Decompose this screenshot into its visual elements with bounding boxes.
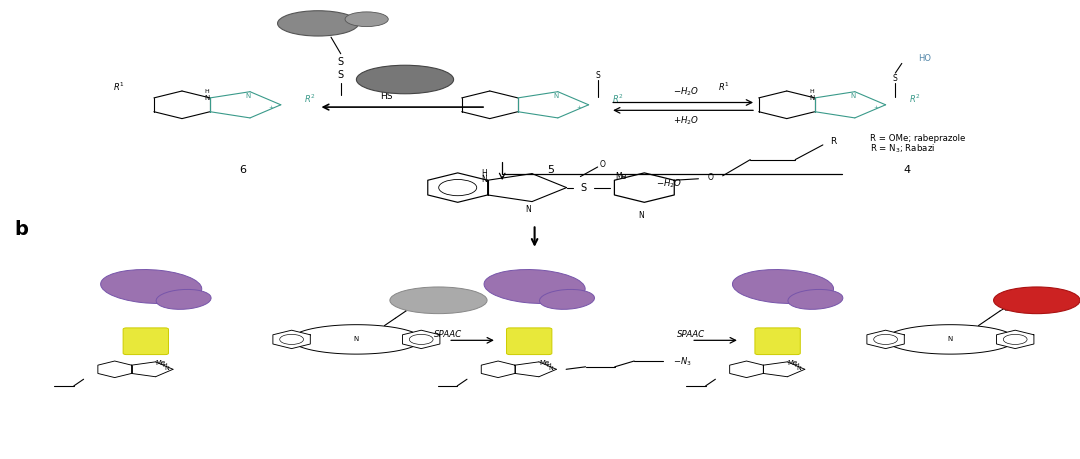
Text: N: N <box>354 335 359 341</box>
Text: O: O <box>410 305 415 312</box>
Text: 6: 6 <box>240 165 246 175</box>
Text: $-H_2O$: $-H_2O$ <box>657 177 683 190</box>
Text: +: + <box>874 105 878 110</box>
Text: 5: 5 <box>548 165 554 175</box>
Text: H: H <box>163 362 167 367</box>
Text: O: O <box>707 173 714 182</box>
Text: R = OMe; rabeprazole: R = OMe; rabeprazole <box>869 134 966 142</box>
Text: S: S <box>144 341 148 350</box>
Text: Target: Target <box>767 280 795 290</box>
FancyBboxPatch shape <box>507 328 552 355</box>
FancyBboxPatch shape <box>123 328 168 355</box>
Text: Me: Me <box>539 359 549 366</box>
Text: $-H_2O$: $-H_2O$ <box>673 85 699 98</box>
Text: N: N <box>851 93 855 99</box>
Text: $R^2$: $R^2$ <box>305 93 315 105</box>
Text: Target: Target <box>518 280 546 290</box>
Ellipse shape <box>356 66 454 95</box>
Text: +: + <box>577 105 581 110</box>
Text: S: S <box>775 341 780 350</box>
Text: Me: Me <box>787 359 797 366</box>
Text: S: S <box>775 331 780 341</box>
Text: O: O <box>1004 305 1009 312</box>
Text: H: H <box>546 362 551 367</box>
Ellipse shape <box>484 270 585 304</box>
Text: $R^1$: $R^1$ <box>718 80 729 92</box>
Text: $R^1$: $R^1$ <box>113 80 124 92</box>
Text: $R^2$: $R^2$ <box>612 93 623 105</box>
Text: S: S <box>581 183 586 192</box>
Text: 4: 4 <box>904 165 910 175</box>
Text: R: R <box>831 137 836 146</box>
Ellipse shape <box>540 290 594 310</box>
Text: N: N <box>165 365 170 370</box>
Text: N: N <box>554 93 558 99</box>
Text: S: S <box>338 70 343 80</box>
Text: N: N <box>204 94 210 101</box>
Text: Me: Me <box>615 172 626 181</box>
Text: N: N <box>809 94 814 101</box>
Ellipse shape <box>100 270 202 304</box>
Text: $+H_2O$: $+H_2O$ <box>673 114 699 127</box>
Text: N: N <box>246 93 251 99</box>
Text: S: S <box>338 56 343 67</box>
Ellipse shape <box>390 287 487 314</box>
Text: b: b <box>14 220 28 239</box>
Text: N: N <box>948 335 953 341</box>
Text: H: H <box>482 168 487 177</box>
Ellipse shape <box>346 13 389 28</box>
Text: ATPase: ATPase <box>389 76 421 85</box>
Text: HS: HS <box>380 92 393 101</box>
Text: S: S <box>527 341 531 350</box>
Text: H: H <box>204 90 210 94</box>
Text: N: N <box>797 365 801 370</box>
Text: N: N <box>482 175 487 184</box>
Ellipse shape <box>788 290 842 310</box>
Text: SPAAC: SPAAC <box>434 330 462 339</box>
Ellipse shape <box>732 270 834 304</box>
Ellipse shape <box>278 11 359 37</box>
Text: $R^2$: $R^2$ <box>909 93 920 105</box>
Text: $-N_3$: $-N_3$ <box>673 355 691 368</box>
Text: O: O <box>599 159 606 168</box>
Text: N: N <box>549 365 553 370</box>
Text: S: S <box>527 331 531 341</box>
Text: N: N <box>638 210 644 219</box>
Text: Cy5: Cy5 <box>1028 296 1045 305</box>
Text: S: S <box>596 71 600 80</box>
Text: Target: Target <box>135 280 163 290</box>
Text: N: N <box>526 205 531 214</box>
Text: Me: Me <box>156 359 165 366</box>
Text: +: + <box>269 105 273 110</box>
Text: HO: HO <box>918 54 931 63</box>
Text: H: H <box>809 90 814 94</box>
Text: Agarose: Agarose <box>423 296 454 305</box>
Ellipse shape <box>157 290 211 310</box>
Text: S: S <box>893 73 897 83</box>
Ellipse shape <box>994 287 1080 314</box>
Text: R = N$_3$; Rabazi: R = N$_3$; Rabazi <box>869 143 935 155</box>
FancyBboxPatch shape <box>755 328 800 355</box>
Text: SPAAC: SPAAC <box>677 330 705 339</box>
Text: $R^1$: $R^1$ <box>421 80 432 92</box>
Text: H: H <box>795 362 799 367</box>
Text: S: S <box>144 331 148 341</box>
